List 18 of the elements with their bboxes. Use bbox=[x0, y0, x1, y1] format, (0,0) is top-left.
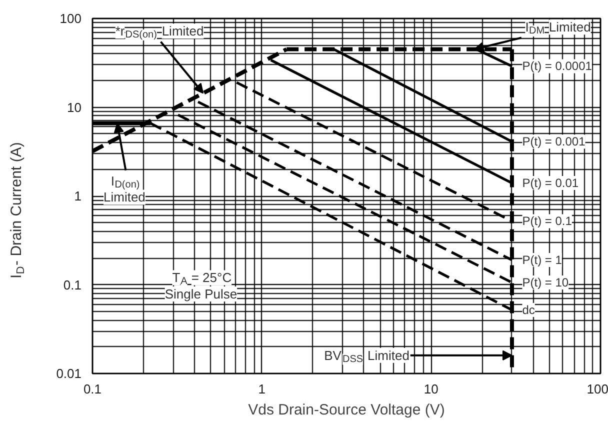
series-label: P(t) = 10 bbox=[522, 276, 569, 290]
series-label: P(t) = 1 bbox=[522, 253, 562, 268]
y-tick-label: 10 bbox=[67, 100, 82, 115]
y-tick-label: 0.01 bbox=[56, 366, 82, 381]
series-label: P(t) = 0.001 bbox=[522, 134, 586, 149]
x-axis-title: Vds Drain-Source Voltage (V) bbox=[248, 402, 445, 418]
series-label: P(t) = 0.01 bbox=[522, 176, 579, 190]
y-tick-label: 1 bbox=[74, 188, 82, 204]
x-tick-label: 0.1 bbox=[83, 382, 102, 396]
series-label: P(t) = 0.1 bbox=[522, 214, 572, 228]
y-axis-title: ID- Drain Current (A) bbox=[8, 142, 27, 278]
x-tick-label: 10 bbox=[424, 382, 438, 396]
y-tick-label: 0.1 bbox=[63, 277, 82, 292]
series-label: dc bbox=[522, 302, 535, 317]
y-tick-label: 100 bbox=[60, 11, 82, 26]
x-tick-label: 1 bbox=[258, 382, 266, 396]
x-tick-label: 100 bbox=[586, 382, 608, 396]
series-label: P(t) = 0.0001 bbox=[522, 59, 592, 74]
